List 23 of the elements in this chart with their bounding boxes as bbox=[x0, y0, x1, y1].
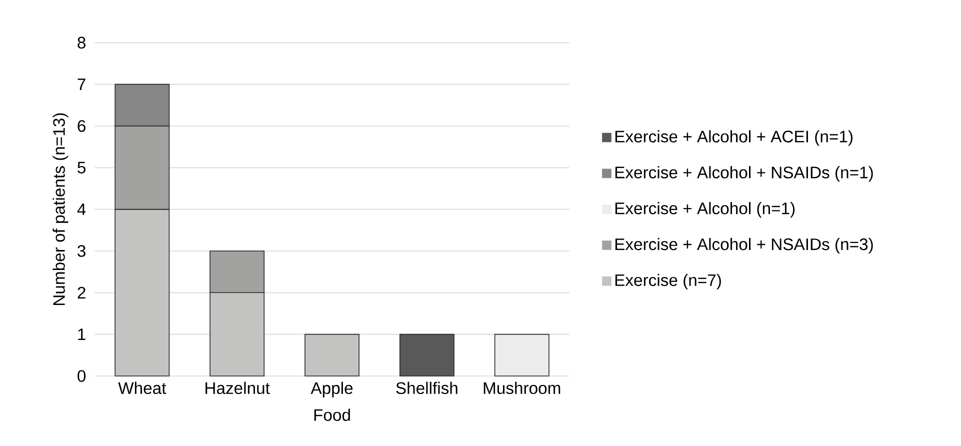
bar bbox=[399, 334, 454, 376]
y-tick-label: 8 bbox=[78, 36, 86, 49]
y-tick-label: 2 bbox=[78, 286, 86, 298]
x-tick-label: Shellfish bbox=[396, 382, 458, 394]
bar bbox=[304, 334, 360, 376]
x-tick-label: Wheat bbox=[118, 382, 166, 394]
y-tick-label: 7 bbox=[78, 78, 86, 90]
y-tick-label: 4 bbox=[77, 204, 86, 216]
x-tick-label: Apple bbox=[310, 382, 353, 398]
x-tick-label: Hazelnut bbox=[206, 382, 270, 394]
y-tick-label: 6 bbox=[78, 120, 86, 132]
legend-label: Exercise + Alcohol (n=1) bbox=[615, 202, 795, 218]
legend-label: Exercise (n=7) bbox=[615, 274, 721, 290]
legend-label: Exercise + Alcohol + NSAIDs (n=3) bbox=[615, 238, 873, 254]
legend-label: Exercise + Alcohol + NSAIDs (n=1) bbox=[615, 166, 873, 182]
y-tick-label: 5 bbox=[78, 162, 86, 174]
legend-label: Exercise + Alcohol + ACEI (n=1) bbox=[615, 130, 852, 146]
y-tick-label: 1 bbox=[78, 328, 86, 340]
y-tick-label: 0 bbox=[78, 370, 86, 382]
x-axis-title: Food bbox=[314, 408, 350, 421]
y-axis-title: Number of patients (n=13) bbox=[52, 113, 68, 306]
x-tick-label: Mushroom bbox=[484, 382, 560, 394]
y-tick-label: 3 bbox=[78, 245, 86, 257]
